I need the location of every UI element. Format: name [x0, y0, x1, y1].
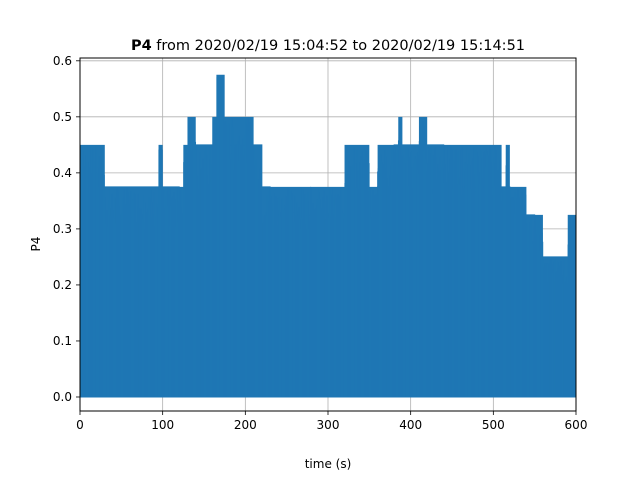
x-tick-label: 500 [482, 418, 505, 432]
x-tick-label: 0 [76, 418, 84, 432]
y-tick-label: 0.3 [53, 222, 72, 236]
x-axis-ticks: 0 100 200 300 400 500 600 [76, 411, 587, 432]
x-tick-label: 200 [234, 418, 257, 432]
x-tick-label: 600 [565, 418, 588, 432]
plot-area [79, 74, 577, 398]
chart-title-bold: P4 [131, 38, 152, 54]
x-tick-label: 300 [317, 418, 340, 432]
chart-title: P4 from 2020/02/19 15:04:52 to 2020/02/1… [131, 38, 525, 54]
chart-title-rest: from 2020/02/19 15:04:52 to 2020/02/19 1… [152, 38, 525, 54]
y-tick-label: 0.4 [53, 166, 72, 180]
x-tick-label: 100 [151, 418, 174, 432]
y-tick-label: 0.0 [53, 390, 72, 404]
x-tick-label: 400 [399, 418, 422, 432]
y-tick-label: 0.1 [53, 334, 72, 348]
y-axis-ticks: 0.0 0.1 0.2 0.3 0.4 0.5 0.6 [53, 54, 80, 404]
y-tick-label: 0.6 [53, 54, 72, 68]
y-axis-label: P4 [29, 237, 43, 252]
y-tick-label: 0.2 [53, 278, 72, 292]
y-tick-label: 0.5 [53, 110, 72, 124]
x-axis-label: time (s) [305, 457, 352, 471]
